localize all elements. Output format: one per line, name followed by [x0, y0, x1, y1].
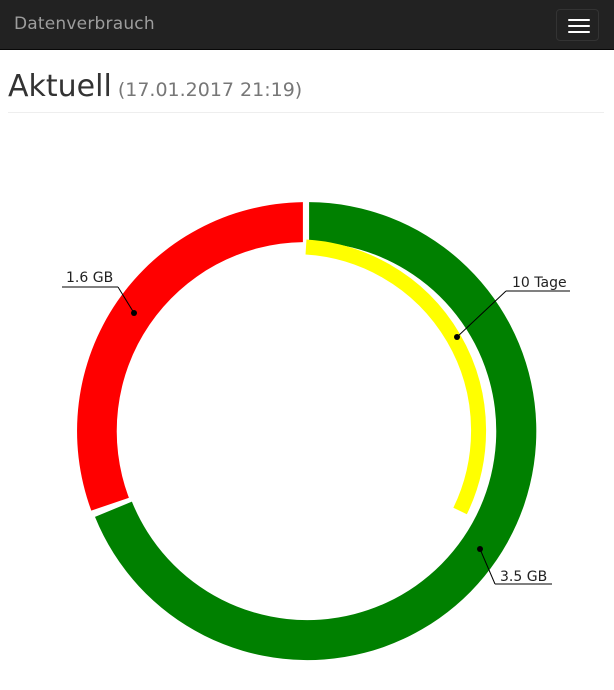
label-remaining: 3.5 GB: [477, 546, 552, 585]
svg-text:10 Tage: 10 Tage: [512, 275, 567, 291]
usage-donut-chart: 1.6 GB 10 Tage 3.5 GB: [62, 202, 570, 661]
svg-text:3.5 GB: 3.5 GB: [500, 569, 547, 585]
menu-toggle-button[interactable]: [556, 9, 599, 41]
navbar: Datenverbrauch: [0, 0, 614, 50]
slice-time: [305, 239, 487, 515]
label-used: 1.6 GB: [62, 270, 137, 316]
slice-used: [77, 202, 303, 511]
page-header: Aktuell (17.01.2017 21:19): [8, 66, 604, 113]
svg-text:1.6 GB: 1.6 GB: [66, 270, 113, 286]
label-time: 10 Tage: [454, 275, 570, 340]
page-title: Aktuell: [8, 69, 112, 104]
page-timestamp: (17.01.2017 21:19): [117, 79, 303, 101]
brand-title[interactable]: Datenverbrauch: [14, 14, 155, 34]
